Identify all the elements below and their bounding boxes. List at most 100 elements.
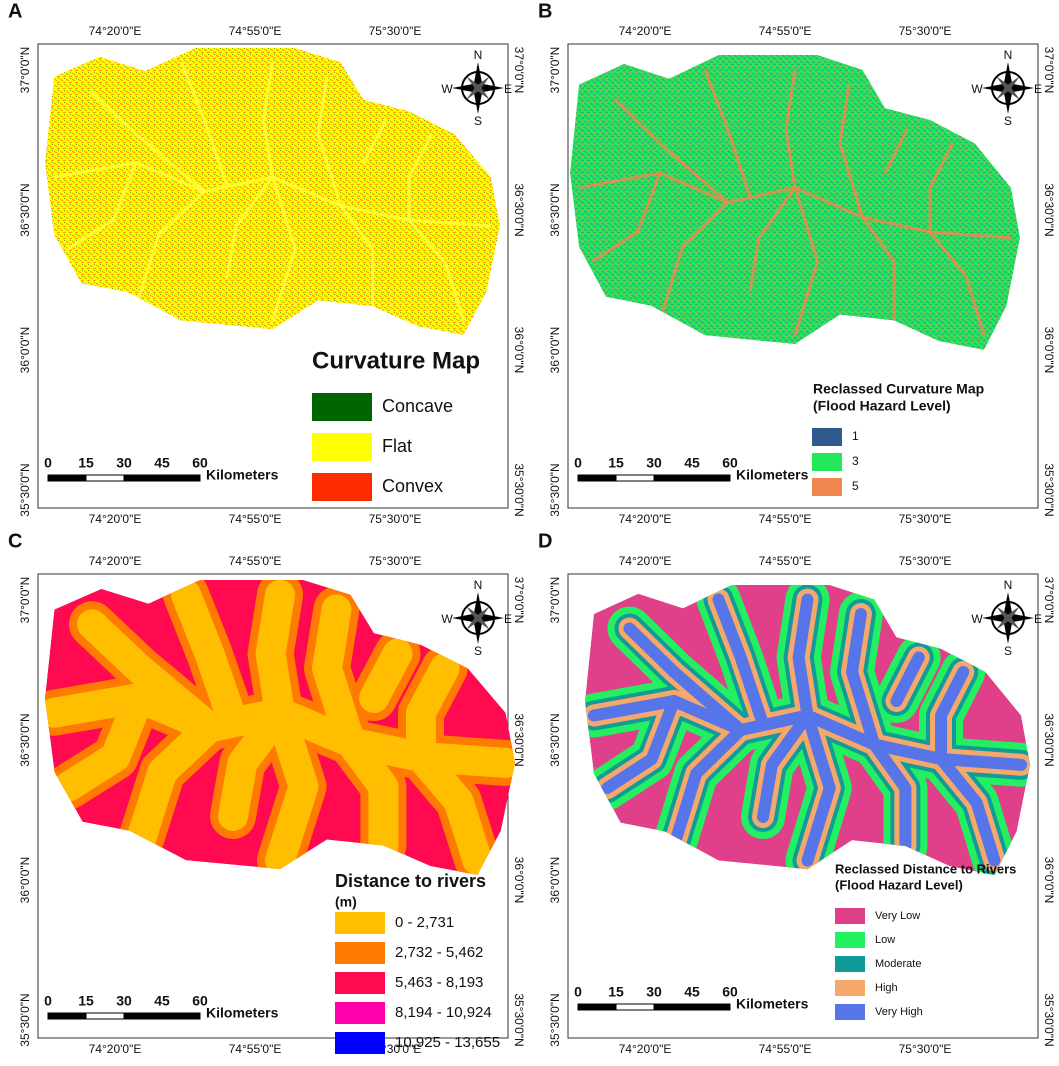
valley <box>883 128 909 174</box>
legend-title: (Flood Hazard Level) <box>813 398 951 414</box>
latitude-label: 36°0'0"N <box>18 327 32 374</box>
legend-label: 3 <box>852 454 859 468</box>
compass: N S E W <box>441 578 512 658</box>
scale-unit: Kilometers <box>736 467 809 483</box>
scale-label: 0 <box>574 455 582 471</box>
river-buffer <box>124 712 225 861</box>
longitude-label: 74°55'0"E <box>229 1042 282 1056</box>
valley <box>613 98 729 204</box>
legend-title: Curvature Map <box>312 347 480 374</box>
scale-unit: Kilometers <box>206 1005 279 1021</box>
compass: N S E W <box>971 48 1042 128</box>
valley <box>748 186 797 292</box>
legend-title: Reclassed Curvature Map <box>813 381 984 397</box>
scale-label: 15 <box>608 984 624 1000</box>
scale-unit: Kilometers <box>736 996 809 1012</box>
legend-swatch <box>812 478 842 496</box>
longitude-label: 74°20'0"E <box>619 512 672 526</box>
latitude-label: 36°0'0"N <box>1042 327 1056 374</box>
valley <box>838 84 864 218</box>
compass: N S E W <box>971 578 1042 658</box>
compass-label: S <box>1004 114 1012 128</box>
scale-label: 15 <box>78 455 94 471</box>
compass-label: N <box>1004 48 1013 62</box>
valley <box>225 176 274 278</box>
latitude-label: 37°0'0"N <box>548 47 562 94</box>
panel-letter: B <box>538 0 552 22</box>
longitude-label: 74°55'0"E <box>759 1042 812 1056</box>
compass: N S E W <box>441 48 512 128</box>
compass-label: W <box>441 82 453 96</box>
map-panel: A 74°20'0"E 74°20'0"E 74°55'0"E 74°55'0"E 75°… <box>8 0 526 526</box>
latitude-label: 35°30'0"N <box>1042 463 1056 516</box>
compass-label: E <box>1034 612 1042 626</box>
latitude-label: 36°30'0"N <box>512 183 526 236</box>
latitude-label: 36°30'0"N <box>18 713 32 766</box>
scale-label: 15 <box>608 455 624 471</box>
scale-label: 30 <box>646 455 662 471</box>
compass-label: S <box>1004 644 1012 658</box>
legend-label: High <box>875 982 898 994</box>
valley <box>180 61 229 187</box>
longitude-label: 75°30'0"E <box>899 554 952 568</box>
compass-label: E <box>1034 82 1042 96</box>
scale-label: 45 <box>684 455 700 471</box>
scale-label: 45 <box>154 993 170 1009</box>
river-buffer <box>255 580 295 728</box>
valley <box>89 89 206 193</box>
legend-swatch <box>812 453 842 471</box>
valley <box>928 142 954 232</box>
river-buffer <box>312 594 366 758</box>
latitude-label: 35°30'0"N <box>512 463 526 516</box>
valley <box>784 69 797 188</box>
legend: Distance to rivers (m) 0 - 2,731 2,732 - 5,… <box>335 871 500 1054</box>
legend-label: 8,194 - 10,924 <box>395 1004 492 1021</box>
latitude-label: 36°30'0"N <box>548 713 562 766</box>
latitude-label: 37°0'0"N <box>18 577 32 624</box>
compass-label: E <box>504 612 512 626</box>
longitude-label: 75°30'0"E <box>899 512 952 526</box>
longitude-label: 74°20'0"E <box>89 512 142 526</box>
longitude-label: 74°20'0"E <box>89 24 142 38</box>
river-buffer <box>668 724 747 852</box>
legend-label: 10,925 - 13,655 <box>395 1034 500 1051</box>
valley <box>591 172 662 263</box>
latitude-label: 37°0'0"N <box>512 47 526 94</box>
map-frame <box>37 573 509 1039</box>
legend-label: Moderate <box>875 958 921 970</box>
latitude-label: 36°0'0"N <box>18 857 32 904</box>
river-buffer <box>601 695 680 794</box>
map-body <box>45 580 515 875</box>
map-panel: D 74°20'0"E 74°20'0"E 74°55'0"E 74°55'0"E 75°… <box>538 530 1056 1056</box>
panel-letter: C <box>8 530 22 552</box>
scale-label: 0 <box>44 993 52 1009</box>
panel-letter: D <box>538 530 552 552</box>
river-buffer <box>935 753 1001 867</box>
longitude-label: 74°20'0"E <box>89 1042 142 1056</box>
river-buffer <box>712 593 769 731</box>
legend-swatch <box>312 433 372 461</box>
latitude-label: 35°30'0"N <box>548 463 562 516</box>
legend-title: (m) <box>335 894 357 910</box>
scale-label: 0 <box>44 455 52 471</box>
latitude-label: 37°0'0"N <box>548 577 562 624</box>
scale-label: 60 <box>192 993 208 1009</box>
map-panel: B 74°20'0"E 74°20'0"E 74°55'0"E 74°55'0"E 75°… <box>538 0 1056 526</box>
legend-swatch <box>835 956 865 972</box>
valley <box>261 62 274 178</box>
latitude-label: 36°0'0"N <box>548 327 562 374</box>
latitude-label: 36°30'0"N <box>512 713 526 766</box>
latitude-label: 35°30'0"N <box>1042 993 1056 1046</box>
river-buffer <box>935 666 970 765</box>
latitude-label: 37°0'0"N <box>1042 47 1056 94</box>
valley <box>703 69 752 198</box>
legend-swatch <box>335 912 385 934</box>
map-frame <box>567 43 1039 509</box>
latitude-label: 35°30'0"N <box>18 463 32 516</box>
longitude-label: 74°55'0"E <box>229 554 282 568</box>
valley <box>66 162 138 251</box>
